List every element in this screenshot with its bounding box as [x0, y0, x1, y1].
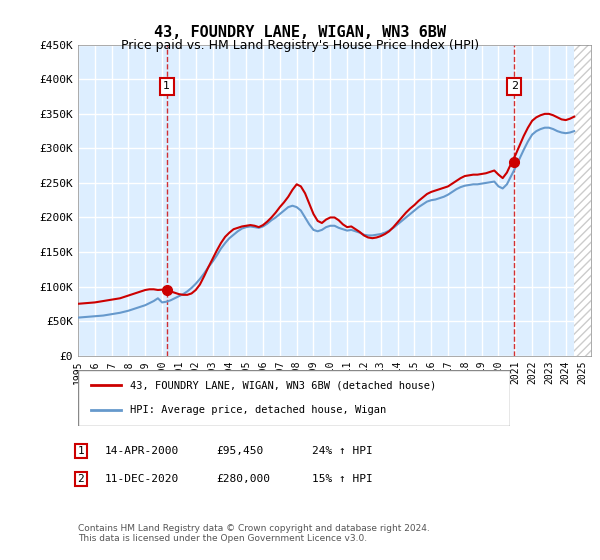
Text: £95,450: £95,450 — [216, 446, 263, 456]
Text: £280,000: £280,000 — [216, 474, 270, 484]
Text: 24% ↑ HPI: 24% ↑ HPI — [312, 446, 373, 456]
Text: 15% ↑ HPI: 15% ↑ HPI — [312, 474, 373, 484]
Text: Price paid vs. HM Land Registry's House Price Index (HPI): Price paid vs. HM Land Registry's House … — [121, 39, 479, 52]
Bar — [574, 45, 591, 356]
Text: 2: 2 — [511, 81, 518, 91]
Text: 14-APR-2000: 14-APR-2000 — [105, 446, 179, 456]
Text: 43, FOUNDRY LANE, WIGAN, WN3 6BW (detached house): 43, FOUNDRY LANE, WIGAN, WN3 6BW (detach… — [130, 380, 436, 390]
Text: 1: 1 — [163, 81, 170, 91]
Text: 43, FOUNDRY LANE, WIGAN, WN3 6BW: 43, FOUNDRY LANE, WIGAN, WN3 6BW — [154, 25, 446, 40]
Text: 2: 2 — [77, 474, 85, 484]
Text: Contains HM Land Registry data © Crown copyright and database right 2024.
This d: Contains HM Land Registry data © Crown c… — [78, 524, 430, 543]
Text: 11-DEC-2020: 11-DEC-2020 — [105, 474, 179, 484]
Text: 1: 1 — [77, 446, 85, 456]
FancyBboxPatch shape — [78, 370, 510, 426]
Text: HPI: Average price, detached house, Wigan: HPI: Average price, detached house, Wiga… — [130, 405, 386, 415]
